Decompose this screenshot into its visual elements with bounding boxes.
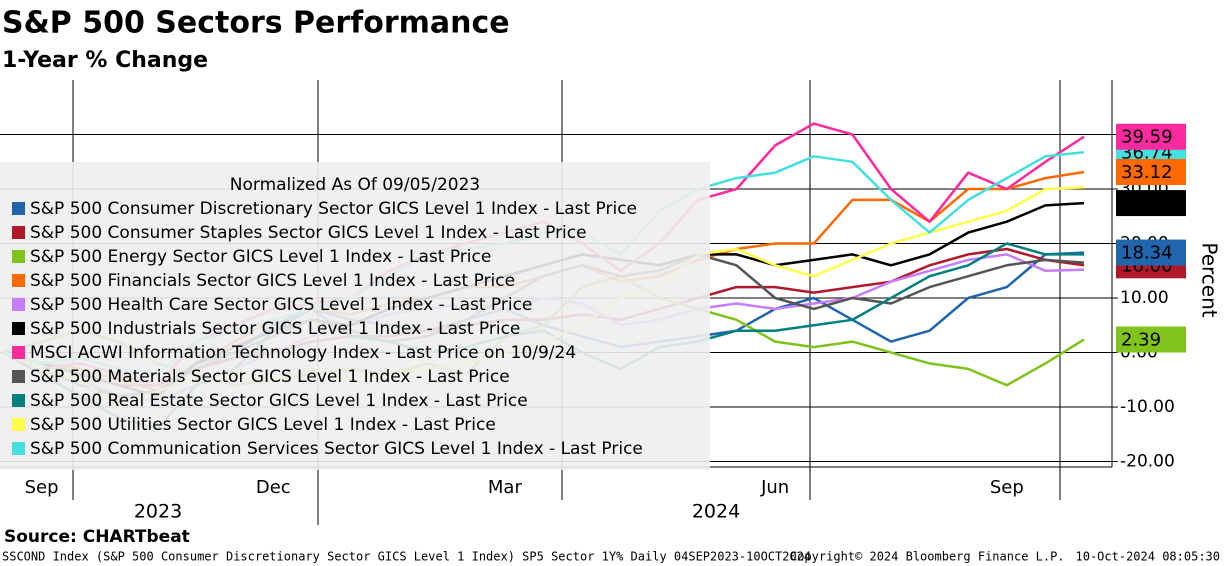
legend-label: S&P 500 Consumer Staples Sector GICS Lev… xyxy=(30,223,587,243)
x-tick-label: Dec xyxy=(256,477,291,498)
legend-box xyxy=(0,162,710,470)
x-tick-label: Mar xyxy=(488,477,523,498)
legend-swatch xyxy=(12,250,25,263)
y-tick-label: -10.00 xyxy=(1120,397,1175,417)
chart-title: S&P 500 Sectors Performance xyxy=(2,6,510,41)
value-box xyxy=(1116,123,1186,150)
footer-timestamp: 10-Oct-2024 08:05:30 xyxy=(1076,550,1221,564)
value-label: 27.42 xyxy=(1121,193,1173,214)
legend-swatch xyxy=(12,442,25,455)
value-label: 18.34 xyxy=(1121,243,1173,264)
y-tick-label: -20.00 xyxy=(1120,452,1175,472)
value-box xyxy=(1116,326,1186,353)
y-axis-label: Percent xyxy=(1198,242,1222,317)
value-label: 33.12 xyxy=(1121,162,1173,183)
legend-title: Normalized As Of 09/05/2023 xyxy=(230,175,480,195)
legend-label: S&P 500 Utilities Sector GICS Level 1 In… xyxy=(30,415,496,435)
legend-swatch xyxy=(12,226,25,239)
x-tick-label: Sep xyxy=(25,477,59,498)
legend-label: MSCI ACWI Information Technology Index -… xyxy=(30,343,576,363)
legend-swatch xyxy=(12,418,25,431)
x-tick-label: Sep xyxy=(990,477,1024,498)
legend-label: S&P 500 Industrials Sector GICS Level 1 … xyxy=(30,319,520,339)
value-box xyxy=(1116,190,1186,217)
value-label: 39.59 xyxy=(1121,127,1173,148)
value-box xyxy=(1116,159,1186,186)
legend-label: S&P 500 Consumer Discretionary Sector GI… xyxy=(30,199,637,219)
value-box xyxy=(1116,239,1186,266)
year-label: 2024 xyxy=(692,501,740,523)
legend-swatch xyxy=(12,394,25,407)
year-label: 2023 xyxy=(134,501,182,523)
legend-swatch xyxy=(12,322,25,335)
y-tick-label: 10.00 xyxy=(1120,288,1169,308)
footer-ticker: SSCOND Index (S&P 500 Consumer Discretio… xyxy=(2,550,811,564)
legend-label: S&P 500 Financials Sector GICS Level 1 I… xyxy=(30,271,515,291)
legend-swatch xyxy=(12,274,25,287)
legend-label: S&P 500 Communication Services Sector GI… xyxy=(30,439,643,459)
legend-swatch xyxy=(12,202,25,215)
x-tick-label: Jun xyxy=(760,477,789,498)
legend: Normalized As Of 09/05/2023 S&P 500 Consu… xyxy=(0,162,710,470)
chart-subtitle: 1-Year % Change xyxy=(2,48,208,73)
legend-label: S&P 500 Materials Sector GICS Level 1 In… xyxy=(30,367,510,387)
footer-copyright: Copyright© 2024 Bloomberg Finance L.P. xyxy=(790,550,1065,564)
legend-label: S&P 500 Energy Sector GICS Level 1 Index… xyxy=(30,247,491,267)
legend-swatch xyxy=(12,346,25,359)
source: Source: CHARTbeat xyxy=(4,527,190,547)
value-label: 2.39 xyxy=(1121,330,1161,351)
legend-label: S&P 500 Real Estate Sector GICS Level 1 … xyxy=(30,391,528,411)
legend-swatch xyxy=(12,298,25,311)
legend-swatch xyxy=(12,370,25,383)
legend-label: S&P 500 Health Care Sector GICS Level 1 … xyxy=(30,295,532,315)
